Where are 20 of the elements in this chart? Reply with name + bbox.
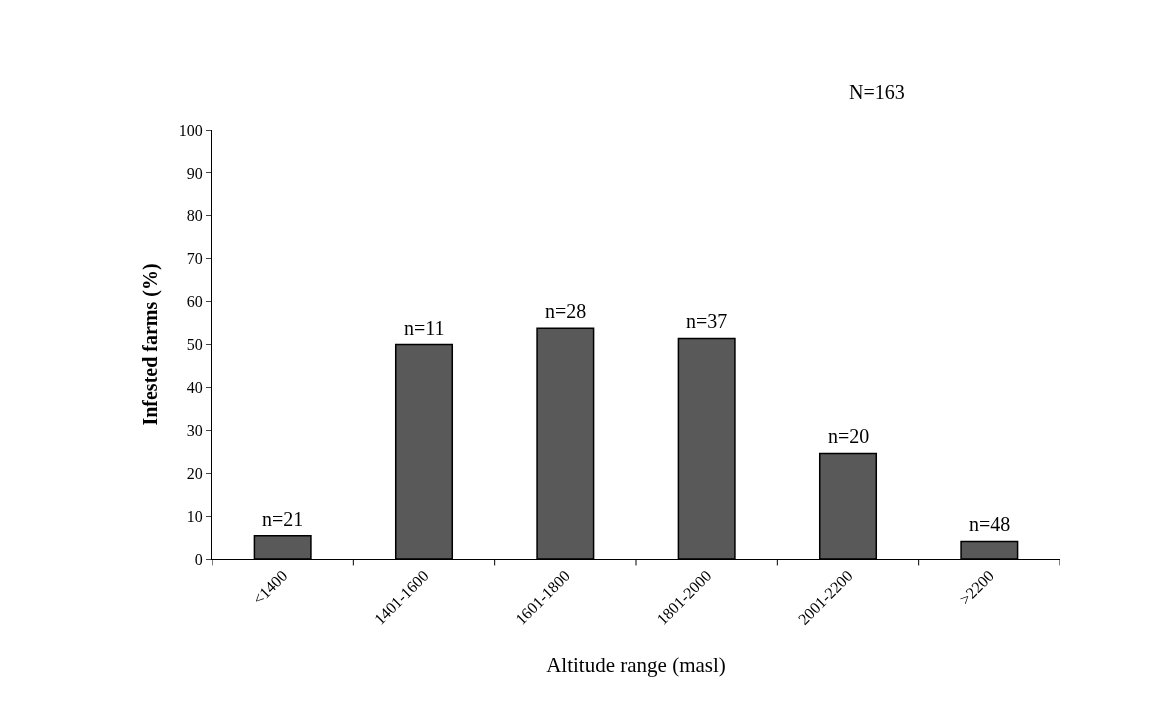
y-tick-label: 80	[186, 207, 203, 225]
y-tick-label: 70	[186, 250, 203, 268]
annotation: n=20	[828, 425, 870, 447]
y-tick-label: 60	[186, 293, 203, 311]
y-tick-label: 40	[186, 379, 203, 396]
text: N=163	[849, 81, 905, 103]
annotation: n=37	[686, 310, 728, 332]
y-tick-label: 90	[186, 164, 203, 182]
annotation: n=21	[262, 508, 304, 530]
y-tick-label: 20	[186, 464, 203, 482]
annotation: n=48	[969, 513, 1011, 535]
y-axis-title: Infested farms (%)	[139, 263, 163, 426]
annotation: n=28	[545, 300, 587, 322]
y-tick-label: 30	[186, 421, 203, 439]
y-tick-label: 10	[186, 507, 203, 525]
y-tick-label: 100	[178, 121, 203, 139]
annotation: n=11	[404, 317, 445, 339]
y-tick-label: 0	[194, 550, 203, 568]
y-tick-label: 50	[186, 336, 203, 354]
x-axis-title: Altitude range (masl)	[546, 653, 726, 678]
